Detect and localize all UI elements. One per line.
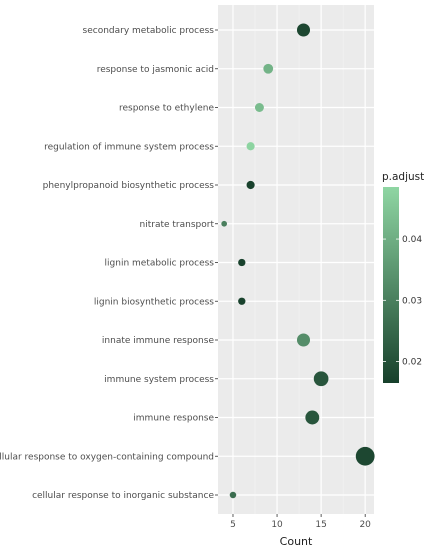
- category-label: secondary metabolic process: [83, 26, 215, 36]
- data-point: [254, 103, 264, 112]
- data-point: [296, 333, 311, 347]
- category-label: response to jasmonic acid: [97, 65, 214, 75]
- category-label: regulation of immune system process: [44, 142, 214, 152]
- data-point: [246, 180, 255, 190]
- data-point: [238, 258, 246, 267]
- data-point: [296, 23, 311, 37]
- category-label: cellular response to oxygen-containing c…: [0, 452, 214, 462]
- x-axis-title: Count: [280, 535, 313, 548]
- x-tick-label: 10: [271, 520, 283, 530]
- category-label: innate immune response: [102, 336, 215, 346]
- category-label: immune response: [133, 414, 214, 424]
- category-label: phenylpropanoid biosynthetic process: [43, 181, 215, 191]
- color-legend: p.adjust 0.02 0.03 0.04: [382, 171, 424, 383]
- data-point: [221, 220, 228, 227]
- x-tick-label: 20: [359, 520, 371, 530]
- legend-ticks: 0.02 0.03 0.04: [383, 235, 422, 368]
- data-point: [229, 491, 237, 499]
- category-label: immune system process: [104, 375, 214, 385]
- data-point: [238, 297, 246, 305]
- legend-title: p.adjust: [382, 171, 424, 183]
- data-point: [263, 63, 274, 74]
- legend-tick-label: 0.02: [402, 358, 422, 368]
- legend-colorbar: [383, 187, 399, 383]
- data-point: [355, 446, 375, 466]
- data-point: [313, 371, 329, 387]
- x-tick-label: 15: [315, 520, 326, 530]
- category-label: lignin biosynthetic process: [94, 297, 214, 307]
- data-points: [221, 23, 375, 499]
- legend-tick-label: 0.03: [402, 296, 422, 306]
- legend-tick-label: 0.04: [402, 235, 422, 245]
- x-tick-label: 5: [230, 520, 236, 530]
- data-point: [305, 410, 320, 425]
- category-label: response to ethylene: [119, 104, 214, 114]
- category-labels: secondary metabolic process response to j…: [0, 26, 218, 501]
- category-label: nitrate transport: [140, 220, 215, 230]
- data-point: [246, 142, 255, 151]
- category-label: cellular response to inorganic substance: [32, 491, 214, 501]
- category-label: lignin metabolic process: [105, 259, 215, 269]
- plot-panel: [218, 5, 374, 514]
- x-axis-ticks: 5 10 15 20: [230, 514, 371, 530]
- grid-lines: [218, 5, 374, 514]
